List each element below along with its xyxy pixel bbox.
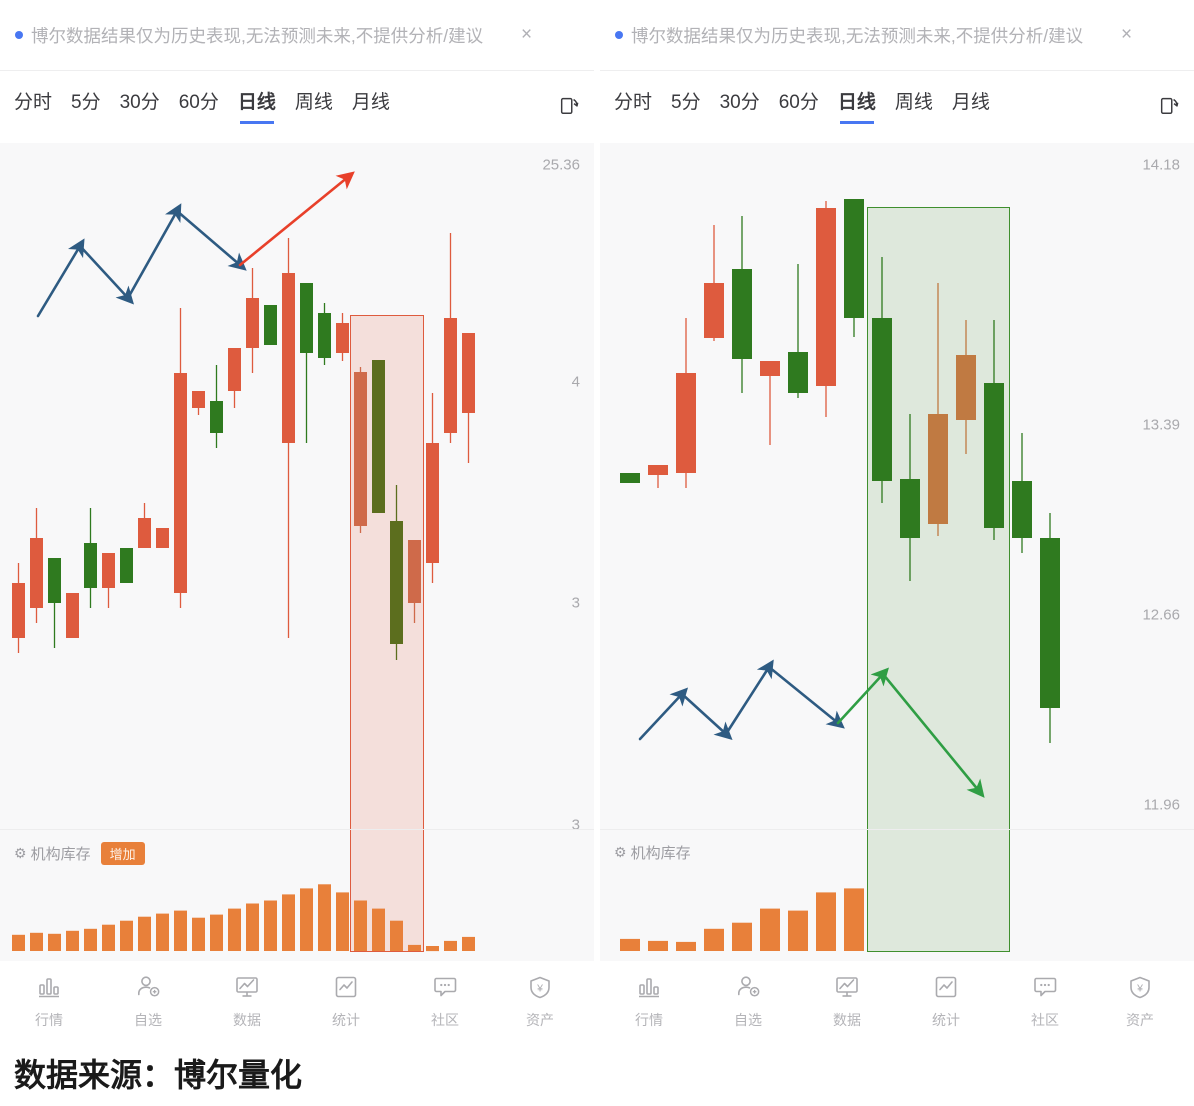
- svg-text:¥: ¥: [1136, 983, 1143, 995]
- svg-text:¥: ¥: [536, 983, 543, 995]
